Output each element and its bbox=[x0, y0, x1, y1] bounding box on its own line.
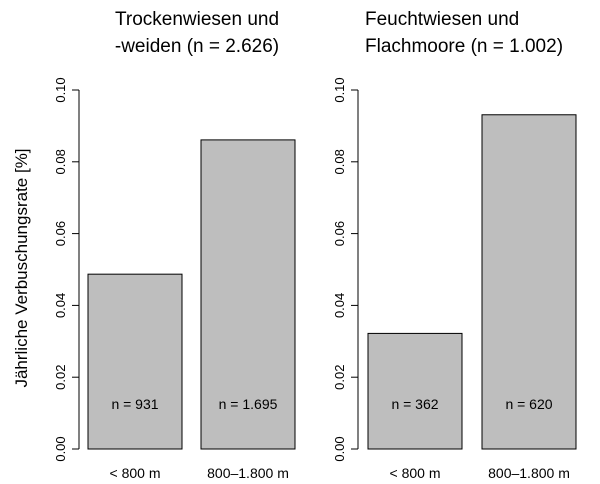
bar bbox=[367, 332, 463, 450]
bar bbox=[200, 139, 296, 450]
y-axis-label: Jährliche Verbuschungsrate [%] bbox=[12, 148, 31, 387]
y-tick-label: 0.00 bbox=[332, 436, 347, 461]
chart-title: Trockenwiesen und -weiden (n = 2.626) bbox=[115, 9, 279, 57]
bar-count-label: n = 1.695 bbox=[219, 396, 278, 412]
y-tick-label: 0.10 bbox=[53, 77, 68, 102]
x-category-label: 800–1.800 m bbox=[488, 465, 570, 481]
bar bbox=[481, 114, 577, 450]
y-tick-label: 0.08 bbox=[53, 149, 68, 174]
x-category-label: < 800 m bbox=[390, 465, 441, 481]
panel-dry-meadows: Trockenwiesen und -weiden (n = 2.626) 0.00… bbox=[53, 9, 296, 481]
x-category-label: < 800 m bbox=[110, 465, 161, 481]
bar bbox=[87, 273, 183, 450]
bar-count-label: n = 362 bbox=[391, 396, 438, 412]
chart-title: Feuchtwiesen und Flachmoore (n = 1.002) bbox=[365, 9, 563, 57]
y-tick-label: 0.02 bbox=[53, 365, 68, 390]
y-tick-label: 0.02 bbox=[332, 365, 347, 390]
x-category-label: 800–1.800 m bbox=[207, 465, 289, 481]
bar-count-label: n = 931 bbox=[111, 396, 158, 412]
y-tick-label: 0.04 bbox=[332, 293, 347, 318]
y-tick-label: 0.08 bbox=[332, 149, 347, 174]
y-tick-label: 0.04 bbox=[53, 293, 68, 318]
panel-wet-meadows: Feuchtwiesen und Flachmoore (n = 1.002) 0.… bbox=[332, 9, 577, 481]
y-tick-label: 0.00 bbox=[53, 436, 68, 461]
y-tick-label: 0.06 bbox=[332, 221, 347, 246]
y-tick-label: 0.06 bbox=[53, 221, 68, 246]
bar-count-label: n = 620 bbox=[505, 396, 552, 412]
y-tick-label: 0.10 bbox=[332, 77, 347, 102]
